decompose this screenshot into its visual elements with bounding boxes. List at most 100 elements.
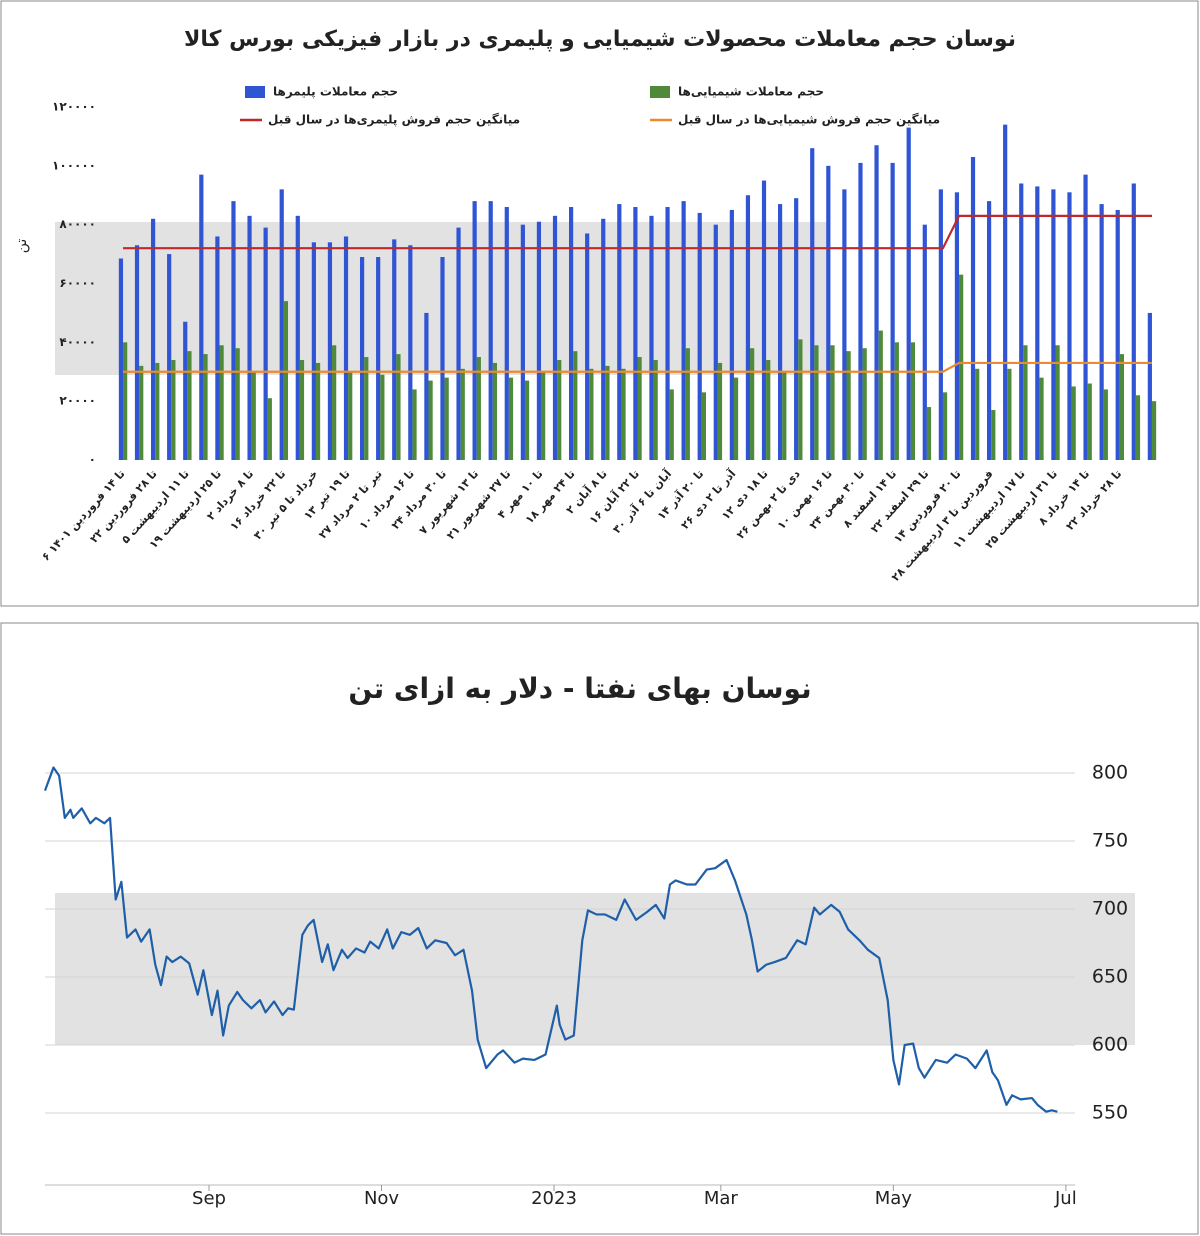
bar [315,362,321,460]
bar [830,345,835,460]
bar [299,359,305,460]
bar [637,357,642,460]
bar [878,330,883,460]
bar [842,189,847,460]
bar [295,215,300,460]
bar [685,348,690,460]
bar [327,242,333,460]
bar [171,359,176,460]
bar [118,258,124,460]
bar [633,207,638,460]
bar [508,377,514,460]
bar [134,245,140,460]
y-tick-label: ۶۰۰۰۰ [59,276,96,290]
bar [621,368,626,460]
bar [858,162,863,460]
average-line [123,361,1152,373]
chart-title: نوسان حجم معاملات محصولات شیمیایی و پلیم… [184,27,1016,52]
bar [729,209,734,460]
y-tick-label: 750 [1092,830,1128,852]
y-tick-label: ۴۰۰۰۰ [59,335,96,349]
bar [568,207,574,460]
bar [552,215,558,460]
bar [681,201,686,460]
bar [139,365,144,460]
bar [460,368,465,460]
bar [520,224,525,460]
bar [155,362,160,460]
bar [954,192,960,460]
bar [376,257,381,460]
bar [1035,186,1040,461]
bar [343,236,349,460]
bar [424,312,429,460]
x-tick-label: Nov [364,1188,399,1209]
bar [605,365,610,460]
bar [203,354,208,460]
bar [364,357,369,460]
bar [1119,354,1125,460]
bar [653,359,658,460]
bar [1135,395,1141,460]
x-tick-label: 2023 [531,1188,577,1209]
bar [1023,345,1028,460]
bar [392,239,397,460]
legend-key [245,86,265,98]
bar [926,407,932,460]
bar [959,274,964,460]
bar [283,301,289,460]
bar [219,345,224,460]
bar [1055,345,1060,460]
bar [408,245,413,460]
bar [541,371,546,460]
bar [761,180,767,460]
bar [557,359,562,460]
bar [665,207,670,460]
bar [573,351,578,460]
y-tick-label: ۰ [89,453,96,467]
bar [970,157,976,460]
bar [488,201,493,460]
bar [733,377,739,460]
bar [231,201,236,460]
bar [846,351,851,460]
bar [794,198,799,461]
bar [396,354,401,460]
y-tick-label: 550 [1092,1102,1128,1124]
bar [123,342,128,460]
bar [235,348,240,460]
bar [750,348,755,460]
bar [782,371,787,460]
bar [862,348,867,460]
bar [1115,209,1120,460]
bar [617,204,622,460]
bar [890,162,895,460]
y-tick-label: ۱۰۰۰۰۰ [52,158,96,172]
y-tick-label: ۱۲۰۰۰۰ [52,100,96,114]
y-tick-label: ۲۰۰۰۰ [59,394,96,408]
bar [247,215,252,460]
bar [874,145,879,460]
bar [1039,377,1044,460]
bar [456,227,461,460]
bar [524,380,530,460]
bar [412,389,417,460]
bar [267,398,272,460]
bar [215,236,220,460]
bar [585,233,590,460]
bar [380,374,385,460]
legend-label: میانگین حجم فروش شیمیایی‌ها در سال قبل [678,113,940,128]
bar [1131,183,1136,460]
bar [279,189,284,460]
bar [991,409,996,460]
bar [504,207,509,460]
bar [1103,389,1108,460]
y-tick-label: 600 [1092,1034,1128,1056]
x-tick-label: Mar [704,1188,739,1209]
bar [251,371,256,460]
bar [1019,183,1024,460]
bar [348,371,353,460]
bar [1067,192,1072,460]
bar [777,204,783,460]
bar [649,215,654,460]
